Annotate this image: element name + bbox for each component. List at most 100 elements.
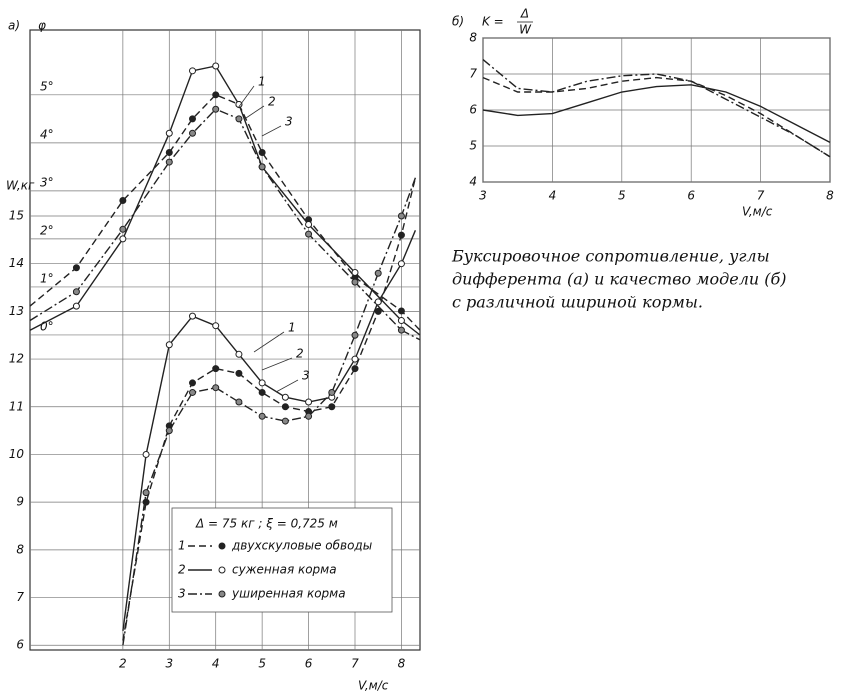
legend-marker — [218, 542, 226, 550]
y-axis-label-num: Δ — [520, 7, 529, 21]
series-line — [482, 84, 831, 144]
data-point — [212, 365, 220, 373]
data-point — [165, 129, 173, 137]
data-point — [258, 148, 266, 156]
leader-line — [261, 357, 293, 371]
data-point — [397, 307, 405, 315]
curve-label: 3 — [285, 115, 293, 129]
y-tick-label: 14 — [9, 256, 24, 270]
legend-title: Δ = 75 кг ; ξ = 0,725 м — [195, 517, 338, 531]
y2-tick-label: 4° — [40, 127, 54, 141]
y2-tick-label: 1° — [40, 271, 54, 285]
data-point — [258, 412, 266, 420]
data-point — [235, 100, 243, 108]
data-point — [189, 312, 196, 320]
data-point — [212, 91, 220, 99]
y-tick-label: 7 — [16, 590, 24, 604]
curve-label: 2 — [296, 347, 304, 361]
data-point — [142, 489, 150, 497]
x-tick-label: 6 — [305, 657, 313, 671]
legend-marker — [218, 566, 226, 574]
data-point — [212, 322, 220, 330]
series-line — [29, 108, 421, 341]
x-tick-label: 3 — [165, 657, 173, 671]
y-tick-label: 8 — [16, 542, 24, 556]
series-line — [122, 177, 417, 641]
data-point — [281, 393, 289, 401]
y-tick-label: 13 — [9, 304, 24, 318]
legend-label: суженная корма — [232, 563, 337, 577]
curve-label: 1 — [288, 321, 296, 335]
caption-line: Буксировочное сопротивление, углы — [451, 247, 770, 266]
data-point — [397, 326, 405, 334]
data-point — [281, 417, 289, 425]
data-point — [305, 221, 313, 229]
y-tick-label: 11 — [9, 399, 24, 413]
data-point — [305, 412, 313, 420]
plot-frame — [29, 29, 421, 651]
data-point — [305, 398, 313, 406]
data-point — [235, 369, 243, 377]
y-tick-label: 6 — [16, 638, 24, 652]
data-point — [258, 379, 266, 387]
data-point — [351, 331, 359, 339]
x-tick-label: 6 — [687, 189, 695, 203]
x-tick-label: 5 — [618, 189, 626, 203]
data-point — [165, 341, 173, 349]
x-axis-label: V,м/с — [742, 205, 773, 219]
data-point — [281, 403, 289, 411]
y-tick-label: 5 — [469, 139, 477, 153]
data-point — [212, 384, 220, 392]
legend-number: 3 — [178, 587, 186, 601]
data-point — [351, 365, 359, 373]
y-axis-label-den: W — [519, 23, 532, 37]
x-tick-label: 4 — [549, 189, 557, 203]
data-point — [235, 115, 243, 123]
data-point — [212, 62, 220, 70]
panel-label: б) — [452, 15, 464, 29]
data-point — [235, 350, 243, 358]
x-tick-label: 5 — [258, 657, 266, 671]
y-tick-label: 12 — [9, 352, 24, 366]
data-point — [72, 302, 80, 310]
data-point — [374, 298, 382, 306]
data-point — [258, 388, 266, 396]
x-tick-label: 2 — [119, 657, 127, 671]
y2-tick-label: 3° — [40, 175, 54, 189]
y-tick-label: 7 — [469, 67, 477, 81]
x-axis-label: V,м/с — [358, 679, 389, 693]
series-line — [29, 65, 421, 336]
y-tick-label: 6 — [469, 103, 477, 117]
leader-line — [245, 105, 265, 119]
legend-label: уширенная корма — [231, 587, 346, 601]
panel-label: а) — [8, 19, 20, 33]
y-axis-label: W,кг — [6, 179, 35, 193]
leader-line — [237, 85, 255, 109]
data-point — [142, 450, 150, 458]
data-point — [189, 67, 196, 75]
caption-line: с различной шириной кормы. — [452, 293, 703, 312]
y-tick-label: 4 — [469, 175, 477, 189]
x-tick-label: 8 — [826, 189, 834, 203]
data-point — [351, 269, 359, 277]
y2-axis-label: φ — [38, 19, 46, 33]
curve-label: 2 — [268, 95, 276, 109]
data-point — [397, 231, 405, 239]
data-point — [328, 403, 336, 411]
data-point — [119, 225, 127, 233]
y-tick-label: 10 — [9, 447, 25, 461]
caption-line: дифферента (а) и качество модели (б) — [452, 270, 787, 289]
data-point — [397, 212, 405, 220]
leader-line — [261, 125, 282, 137]
data-point — [189, 379, 196, 387]
curve-label: 1 — [258, 75, 266, 89]
data-point — [397, 317, 405, 325]
data-point — [165, 158, 173, 166]
series-line — [122, 230, 417, 631]
curve-label: 3 — [302, 369, 310, 383]
x-tick-label: 4 — [212, 657, 220, 671]
leader-line — [275, 379, 299, 393]
legend-label: двухскуловые обводы — [231, 539, 372, 553]
data-point — [397, 260, 405, 268]
series-line — [122, 177, 417, 646]
